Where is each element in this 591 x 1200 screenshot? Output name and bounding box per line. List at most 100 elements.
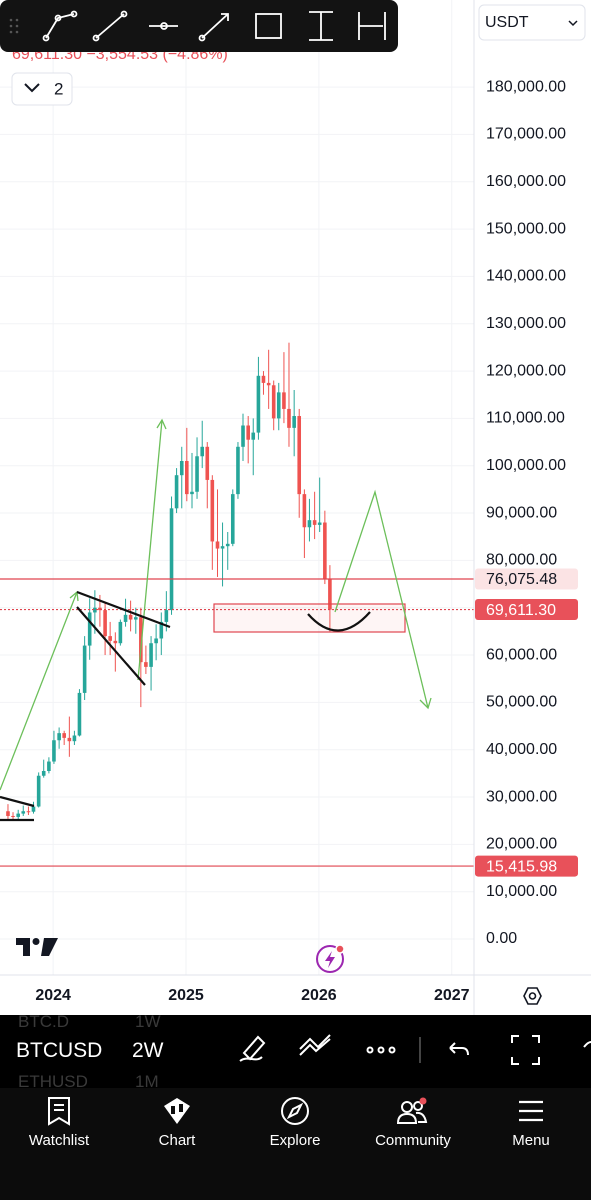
- candle-body: [118, 621, 123, 644]
- candle-body: [271, 385, 276, 419]
- y-tick-label: 30,000.00: [486, 788, 557, 805]
- cup-curve: [307, 611, 371, 632]
- y-tick-label: 10,000.00: [486, 883, 557, 900]
- candle-body: [205, 446, 210, 480]
- candle-body: [185, 460, 189, 495]
- candle-body: [123, 614, 128, 622]
- candle-body: [323, 522, 327, 580]
- candle-body: [261, 375, 266, 383]
- draw-button[interactable]: [239, 1035, 266, 1062]
- candle-body: [241, 425, 245, 447]
- watch-symbol[interactable]: ETHUSD: [18, 1072, 88, 1088]
- y-tick-label: 140,000.00: [486, 268, 566, 285]
- tab[interactable]: Explore: [236, 1088, 354, 1149]
- candle-body: [312, 520, 317, 525]
- candle-body: [174, 475, 179, 509]
- tab[interactable]: Menu: [472, 1088, 590, 1149]
- undo-button[interactable]: [449, 1042, 469, 1056]
- candle-body: [128, 614, 133, 620]
- tab-label: Menu: [512, 1132, 550, 1149]
- candle-body: [282, 392, 286, 409]
- candle-body: [266, 382, 271, 386]
- candle-body: [317, 522, 322, 525]
- watch-interval: 1W: [135, 1015, 161, 1031]
- symbol-bar: BTC.D 1W BTCUSD 2W ETHUSD 1M: [0, 1015, 591, 1088]
- more-icon: [583, 1041, 591, 1048]
- candle-body: [98, 607, 102, 611]
- candle-body: [220, 546, 225, 549]
- price-badge: [475, 855, 578, 877]
- candle-body: [246, 425, 250, 440]
- more-button[interactable]: [366, 1046, 396, 1054]
- drawings: [0, 418, 432, 822]
- price-badge-label: 15,415.98: [486, 858, 557, 875]
- x-tick-label: 2027: [434, 987, 470, 1004]
- layout-button[interactable]: 2: [11, 72, 73, 106]
- candle-body: [93, 607, 97, 613]
- candle-body: [47, 761, 51, 772]
- chart: 0.00 10,000.00 20,000.00 30,000.00 40,000.00…: [0, 0, 591, 1015]
- triangle-lines: [0, 795, 35, 822]
- interval[interactable]: 2W: [132, 1039, 164, 1062]
- price-badge-label: 76,075.48: [486, 571, 557, 588]
- price-badge-label: 69,611.30: [486, 602, 556, 619]
- candle-body: [179, 460, 184, 476]
- y-tick-label: 80,000.00: [486, 552, 557, 569]
- y-tick-label: 160,000.00: [486, 173, 566, 190]
- candle-body: [77, 692, 82, 736]
- candle-body: [41, 771, 46, 776]
- candle-body: [215, 541, 220, 549]
- symbol[interactable]: BTCUSD: [16, 1039, 103, 1062]
- candle-body: [236, 446, 240, 495]
- candle-body: [11, 815, 15, 817]
- candle-body: [154, 638, 158, 644]
- tab-bar: Watchlist Chart Explore Community Menu: [0, 1088, 591, 1200]
- watch-symbol[interactable]: BTC.D: [18, 1015, 69, 1031]
- candle-body: [57, 733, 61, 741]
- watch-interval: 1M: [135, 1072, 159, 1088]
- candle-body: [87, 612, 92, 646]
- y-tick-label: 90,000.00: [486, 504, 557, 521]
- y-tick-label: 120,000.00: [486, 362, 566, 379]
- candle-body: [230, 494, 235, 544]
- tradingview-logo: [16, 938, 58, 956]
- candle-body: [21, 811, 26, 814]
- candle-body: [307, 520, 312, 528]
- tab-label: Community: [375, 1132, 451, 1149]
- candle-body: [276, 392, 281, 419]
- tab[interactable]: Chart: [118, 1088, 236, 1149]
- projection-path: [334, 489, 429, 709]
- candle-body: [36, 775, 41, 807]
- x-tick-label: 2024: [35, 987, 71, 1004]
- tab[interactable]: Watchlist: [0, 1088, 118, 1149]
- settings-button[interactable]: [523, 987, 542, 1005]
- candle-body: [297, 416, 302, 495]
- candle-body: [52, 740, 56, 762]
- indicators-button[interactable]: [299, 1034, 331, 1056]
- candle-body: [251, 432, 256, 440]
- fullscreen-button[interactable]: [511, 1035, 540, 1065]
- tab-label: Watchlist: [28, 1132, 90, 1149]
- tab[interactable]: Community: [354, 1088, 472, 1149]
- y-tick-label: 100,000.00: [486, 457, 566, 474]
- alerts-button[interactable]: [316, 944, 345, 973]
- currency-select[interactable]: USDT: [478, 4, 586, 41]
- candle-body: [190, 491, 194, 495]
- candle-body: [16, 813, 21, 817]
- layout-count: 2: [54, 79, 63, 98]
- candle-body: [67, 737, 72, 742]
- candle-body: [164, 610, 169, 622]
- candle-body: [287, 408, 291, 428]
- candle-body: [6, 811, 10, 816]
- drawing-toolbar: [0, 0, 398, 52]
- bar-icons: [239, 1034, 591, 1065]
- x-tick-label: 2026: [301, 987, 337, 1004]
- candle-body: [31, 806, 36, 812]
- y-tick-label: 150,000.00: [486, 220, 566, 237]
- currency: USDT: [485, 14, 529, 31]
- y-tick-label: 0.00: [486, 930, 517, 947]
- y-tick-label: 50,000.00: [486, 694, 557, 711]
- candle-body: [159, 621, 164, 639]
- arrowhead: [419, 697, 432, 710]
- arrow: [137, 419, 163, 681]
